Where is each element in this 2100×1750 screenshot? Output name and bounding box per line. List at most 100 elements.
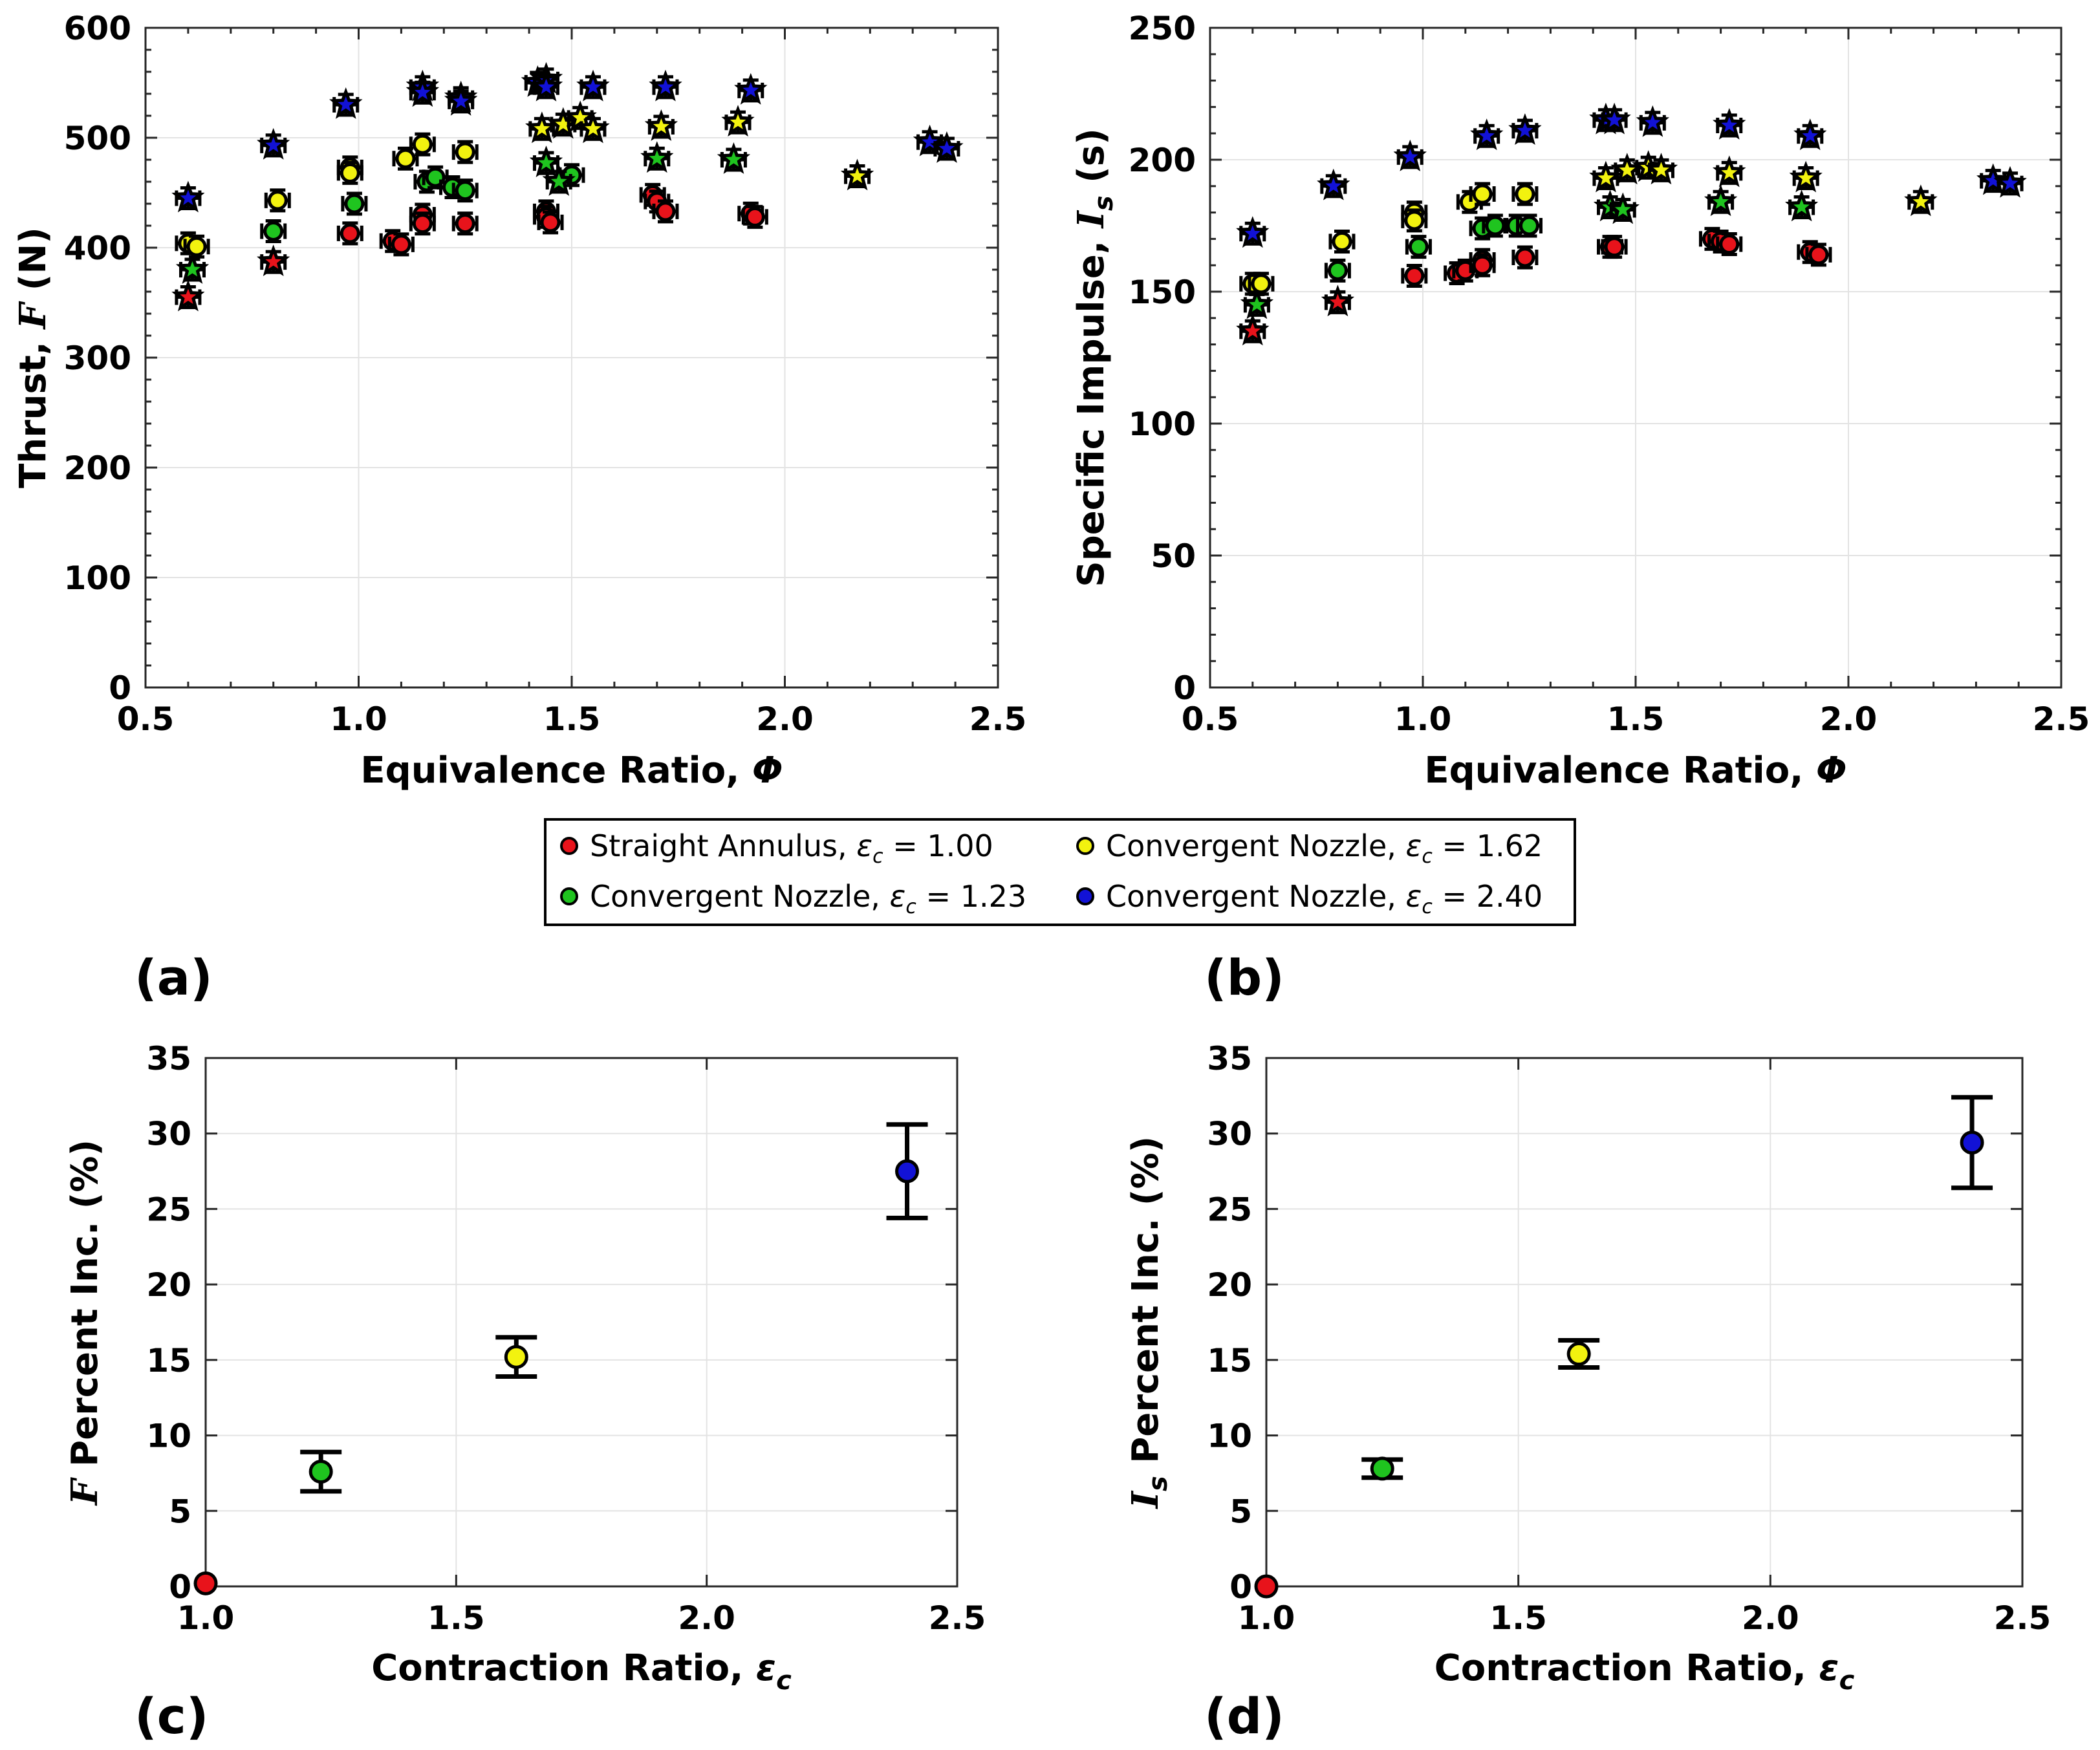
star-marker [1793,118,1827,151]
star-marker [576,69,610,102]
legend-item-straight: Straight Annulus, εc = 1.00 [560,828,993,868]
data-point-conv123 [1370,1456,1394,1481]
circle-marker [344,193,365,214]
circle-marker [540,212,561,233]
y-tick-label: 15 [1207,1342,1252,1379]
legend-box [544,818,1576,926]
series-conv123 [175,141,751,284]
plot-area-frame [1265,1057,2024,1588]
y-tick-label: 400 [64,230,131,267]
y-axis-label: F Percent Inc. (%) [63,1140,106,1506]
y-tick-label: 100 [1129,405,1196,443]
star-marker [529,69,563,102]
y-tick-label: 5 [1229,1493,1252,1530]
data-point-conv162 [504,1345,528,1369]
grid-lines [1266,1057,2023,1587]
circle-marker [1251,274,1272,294]
x-axis-label: Equivalence Ratio, Φ [1424,750,1846,792]
star-marker [1321,285,1355,317]
circle-marker [455,142,475,162]
circle-marker [267,190,288,211]
x-axis-label: Contraction Ratio, εc [371,1647,792,1696]
star-marker [721,105,755,137]
circle-marker [412,213,433,234]
legend-label: Straight Annulus, εc = 1.00 [590,828,993,868]
panel-label: (d) [1204,1687,1284,1745]
circle-marker [1404,210,1425,231]
circle-marker [744,206,765,227]
circle-marker [340,223,360,244]
panel-label: (b) [1204,949,1284,1006]
x-tick-label: 2.0 [678,1599,735,1637]
x-tick-label: 2.5 [969,700,1027,738]
circle-marker [1327,260,1348,281]
star-marker [444,83,478,116]
x-tick-label: 2.0 [1820,700,1878,738]
circle-marker [263,221,284,241]
x-tick-label: 1.5 [543,700,601,738]
series-straight [1236,226,1832,346]
y-tick-label: 100 [64,559,131,597]
circle-marker [1408,237,1429,257]
y-tick-label: 300 [64,340,131,377]
circle-marker [1472,255,1493,275]
star-marker [840,158,874,191]
y-tick-label: 15 [146,1342,191,1379]
panel-label: (c) [135,1687,209,1745]
x-tick-label: 0.5 [117,700,175,738]
circle-marker [1808,244,1829,265]
x-axis-label: Equivalence Ratio, Φ [360,750,783,792]
circle-marker [455,180,475,201]
star-marker [1470,118,1504,151]
x-tick-label: 2.0 [1742,1599,1799,1637]
legend-item-conv240: Convergent Nozzle, εc = 2.40 [1076,879,1543,918]
legend-marker [1076,887,1094,905]
y-tick-label: 200 [1129,142,1196,179]
star-marker [1704,184,1738,217]
legend-label: Convergent Nozzle, εc = 1.62 [1106,828,1543,868]
legend-marker [560,837,578,855]
series-conv162 [1239,150,1938,296]
series-conv123 [1240,184,1819,319]
star-marker [1904,184,1938,217]
grid-lines [205,1057,958,1587]
star-marker [257,244,290,276]
y-axis-label: Is Percent Inc. (%) [1124,1136,1173,1509]
y-tick-label: 25 [146,1191,191,1228]
y-tick-label: 35 [146,1040,191,1077]
data-markers [1236,102,2027,346]
star-marker [1993,166,2027,198]
panel-label: (a) [135,949,213,1006]
y-axis-label: Thrust, F (N) [12,227,54,488]
star-marker [1393,139,1427,171]
panel-c-thrust-percent-chart: 1.0 1.5 2.0 2.5 0 5 10 15 20 25 30 35 Contraction Ra… [63,1040,986,1745]
legend-marker [1076,837,1094,855]
series-conv162 [175,100,874,259]
data-point-conv162 [1566,1342,1591,1367]
y-tick-label: 250 [1129,10,1196,47]
circle-marker [1519,215,1539,236]
panel-d-isp-percent-chart: 1.0 1.5 2.0 2.5 0 5 10 15 20 25 30 35 Contraction Ra… [1124,1040,2051,1745]
star-marker [1240,287,1274,319]
y-tick-label: 0 [1173,669,1196,707]
y-tick-label: 25 [1207,1191,1252,1228]
data-point-conv240 [1960,1130,1984,1155]
x-tick-label: 1.0 [1394,700,1452,738]
x-tick-label: 2.5 [2033,700,2090,738]
data-point-conv240 [895,1159,920,1183]
y-tick-label: 30 [146,1116,191,1153]
y-tick-label: 600 [64,10,131,47]
star-marker [1508,113,1542,145]
data-markers [1254,1095,1993,1599]
circle-marker [340,162,360,183]
y-tick-label: 0 [169,1568,191,1606]
star-marker [175,252,210,284]
legend-item-conv162: Convergent Nozzle, εc = 1.62 [1076,828,1543,868]
x-tick-label: 1.0 [330,700,387,738]
star-marker [734,72,768,105]
y-tick-label: 200 [64,449,131,487]
circle-marker [1719,234,1740,255]
y-tick-label: 5 [169,1493,191,1530]
tick-marks [1209,27,2062,689]
